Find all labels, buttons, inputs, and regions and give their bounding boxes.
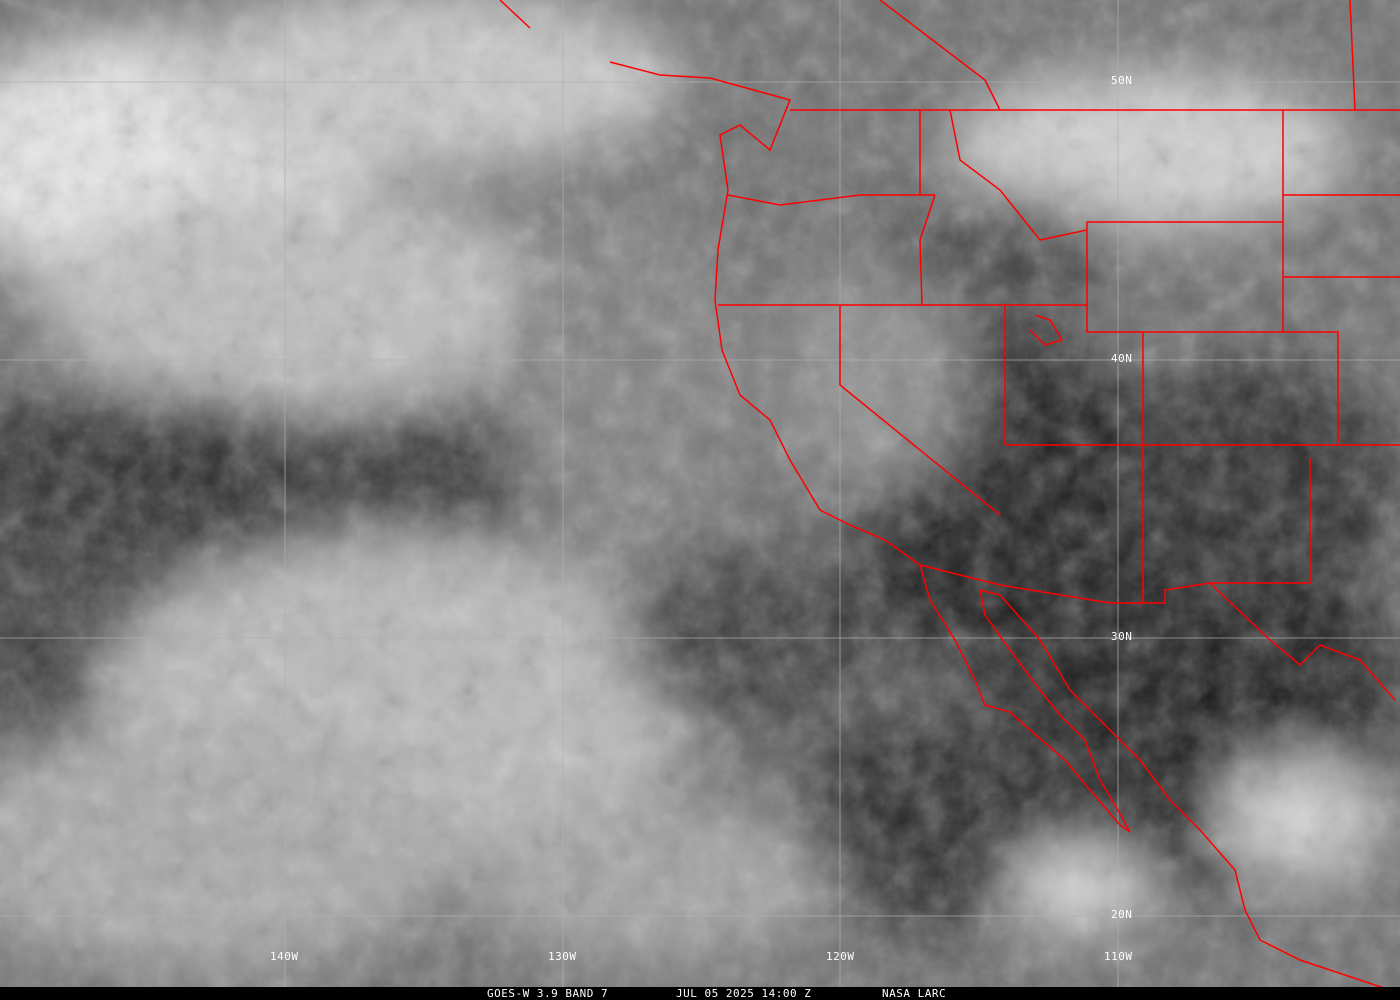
boundary-line (1143, 331, 1339, 443)
boundary-line (839, 305, 1001, 516)
boundary-line (1349, 0, 1356, 111)
political-boundaries (499, 0, 1400, 987)
source-label: NASA LARC (882, 987, 947, 1000)
boundary-line (1086, 222, 1143, 333)
latitude-label-20n: 20N (1111, 908, 1133, 921)
longitude-label-140w: 140W (270, 950, 299, 963)
boundary-line (1029, 314, 1064, 346)
boundary-line (609, 61, 1384, 987)
longitude-label-110w: 110W (1104, 950, 1133, 963)
image-caption-bar: GOES-W 3.9 BAND 7 JUL 05 2025 14:00 Z NA… (0, 987, 1400, 1000)
boundary-line (919, 194, 936, 306)
timestamp-label: JUL 05 2025 14:00 Z (676, 987, 812, 1000)
boundary-line (949, 109, 1088, 241)
boundary-line (1209, 582, 1396, 701)
latitude-label-30n: 30N (1111, 630, 1133, 643)
boundary-line (727, 194, 935, 206)
satellite-band-label: GOES-W 3.9 BAND 7 (487, 987, 609, 1000)
boundary-line (499, 0, 531, 29)
latitude-label-40n: 40N (1111, 352, 1133, 365)
longitude-label-120w: 120W (826, 950, 855, 963)
boundary-line (919, 458, 1311, 604)
longitude-label-130w: 130W (548, 950, 577, 963)
latitude-label-50n: 50N (1111, 74, 1133, 87)
boundary-line (879, 0, 1001, 111)
